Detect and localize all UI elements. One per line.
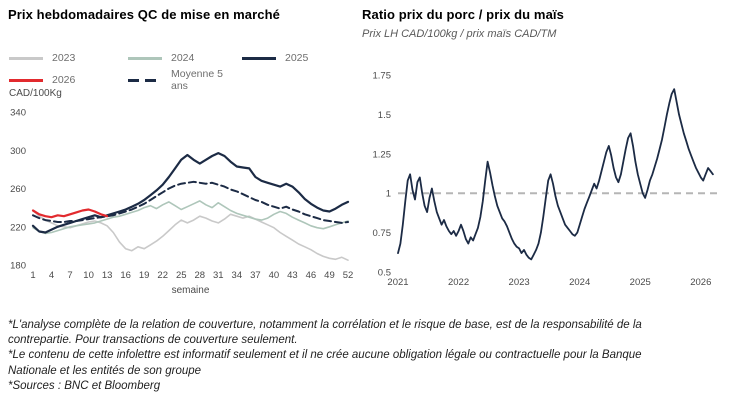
svg-text:19: 19 <box>139 270 150 281</box>
svg-text:25: 25 <box>176 270 187 281</box>
svg-text:16: 16 <box>120 270 131 281</box>
legend-line-swatch <box>9 56 43 60</box>
svg-text:22: 22 <box>157 270 168 281</box>
svg-text:260: 260 <box>10 184 26 195</box>
legend-line-swatch <box>128 56 162 60</box>
svg-text:2021: 2021 <box>387 277 408 288</box>
svg-text:1.75: 1.75 <box>373 71 392 82</box>
svg-text:37: 37 <box>250 270 261 281</box>
footnote-sources: *Sources : BNC et Bloomberg <box>8 379 161 392</box>
svg-text:4: 4 <box>49 270 54 281</box>
left-chart-plot: 180 220 260 300 340 1 4 7 10 13 16 19 22 25 28 31 34 37 40… <box>10 108 354 282</box>
legend-label: Moyenne 5 ans <box>171 68 223 92</box>
right-chart-title: Ratio prix du porc / prix du maïs <box>362 7 564 22</box>
svg-text:2024: 2024 <box>569 277 590 288</box>
svg-text:49: 49 <box>324 270 335 281</box>
legend-label: 2025 <box>285 52 309 64</box>
svg-text:0.75: 0.75 <box>373 228 392 239</box>
legend-item-2023: 2023 <box>9 52 128 64</box>
legend-item-2026: 2026 <box>9 74 128 86</box>
left-x-axis-label: semaine <box>171 285 210 296</box>
footnote-legal-disclaimer: *Le contenu de cette infolettre est info… <box>8 349 642 377</box>
svg-text:1.25: 1.25 <box>373 149 392 160</box>
legend-label: 2023 <box>52 52 76 64</box>
svg-text:1: 1 <box>386 189 391 200</box>
left-chart-legend: 2023 2024 2025 2026 Moyenne 5 ans <box>9 52 308 92</box>
svg-text:0.5: 0.5 <box>378 268 391 279</box>
svg-text:2022: 2022 <box>448 277 469 288</box>
svg-text:2025: 2025 <box>630 277 651 288</box>
svg-text:13: 13 <box>102 270 113 281</box>
svg-text:52: 52 <box>343 270 354 281</box>
legend-line-swatch <box>128 78 162 82</box>
svg-text:1: 1 <box>30 270 35 281</box>
legend-label: 2024 <box>171 52 195 64</box>
svg-text:7: 7 <box>67 270 72 281</box>
svg-text:180: 180 <box>10 261 26 272</box>
svg-text:31: 31 <box>213 270 224 281</box>
right-chart-subtitle: Prix LH CAD/100kg / prix maïs CAD/TM <box>362 28 557 40</box>
svg-text:43: 43 <box>287 270 298 281</box>
right-chart-plot: 0.5 0.75 1 1.25 1.5 1.75 2021 2022 2023 2024 2025 2… <box>373 71 722 288</box>
svg-text:2023: 2023 <box>509 277 530 288</box>
svg-text:220: 220 <box>10 222 26 233</box>
svg-text:300: 300 <box>10 146 26 157</box>
legend-item-2024: 2024 <box>128 52 242 64</box>
svg-text:40: 40 <box>269 270 280 281</box>
legend-label: 2026 <box>52 74 76 86</box>
legend-line-swatch <box>242 56 276 60</box>
legend-line-swatch <box>9 78 43 82</box>
svg-text:340: 340 <box>10 108 26 119</box>
legend-item-moyenne-5-ans: Moyenne 5 ans <box>128 68 242 92</box>
svg-text:2026: 2026 <box>690 277 711 288</box>
left-chart-title: Prix hebdomadaires QC de mise en marché <box>8 7 280 22</box>
left-y-axis-unit-label: CAD/100Kg <box>9 88 62 99</box>
svg-text:46: 46 <box>306 270 317 281</box>
svg-text:10: 10 <box>83 270 94 281</box>
footnote-hedging-disclaimer: *L'analyse complète de la relation de co… <box>8 319 642 347</box>
footnotes: *L'analyse complète de la relation de co… <box>8 318 663 394</box>
svg-text:28: 28 <box>194 270 205 281</box>
svg-text:1.5: 1.5 <box>378 110 391 121</box>
legend-item-2025: 2025 <box>242 52 308 64</box>
svg-text:34: 34 <box>232 270 243 281</box>
